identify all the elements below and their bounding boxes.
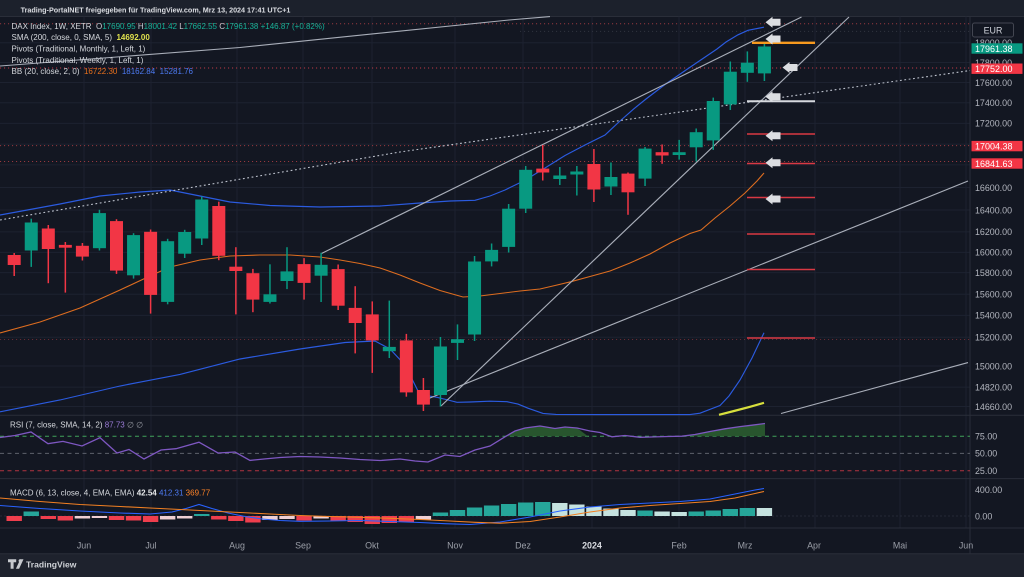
svg-text:50.00: 50.00 [975,449,997,459]
svg-text:17004.38: 17004.38 [975,141,1013,151]
svg-text:17961.38: 17961.38 [975,44,1013,54]
svg-text:17800.00: 17800.00 [975,58,1012,68]
svg-text:Jul: Jul [145,541,156,551]
svg-text:TradingView: TradingView [26,559,77,569]
svg-text:EUR: EUR [984,26,1003,36]
svg-text:BB (20, close, 2, 0) 16722.30: BB (20, close, 2, 0) 16722.30 18162.84 1… [12,67,194,76]
svg-text:Aug: Aug [229,541,245,551]
svg-text:75.00: 75.00 [975,432,997,442]
svg-text:15200.00: 15200.00 [975,333,1012,343]
svg-text:14820.00: 14820.00 [975,382,1012,392]
svg-text:15000.00: 15000.00 [975,361,1012,371]
svg-text:Pivots (Traditional, Weekly, 1: Pivots (Traditional, Weekly, 1, Left, 1) [12,56,144,65]
svg-text:15600.00: 15600.00 [975,290,1012,300]
svg-text:Apr: Apr [807,541,821,551]
svg-text:RSI (7, close, SMA, 14, 2) 87.: RSI (7, close, SMA, 14, 2) 87.73 ∅ ∅ [10,421,143,430]
svg-text:17200.00: 17200.00 [975,119,1012,129]
svg-text:400.00: 400.00 [975,485,1002,495]
svg-text:Jun: Jun [959,541,973,551]
svg-text:0.00: 0.00 [975,511,992,521]
svg-text:14660.00: 14660.00 [975,402,1012,412]
svg-text:16400.00: 16400.00 [975,205,1012,215]
svg-text:MACD (6, 13, close, 4, EMA, EM: MACD (6, 13, close, 4, EMA, EMA) 42.54 4… [10,489,211,498]
svg-text:25.00: 25.00 [975,466,997,476]
svg-text:18000.00: 18000.00 [975,38,1012,48]
svg-text:16600.00: 16600.00 [975,183,1012,193]
svg-text:17600.00: 17600.00 [975,78,1012,88]
svg-text:Mai: Mai [893,541,907,551]
svg-text:15400.00: 15400.00 [975,311,1012,321]
svg-text:Dez: Dez [515,541,531,551]
svg-text:SMA (200, close, 0, SMA, 5) 1: SMA (200, close, 0, SMA, 5) 14692.00 [12,33,151,42]
svg-text:15800.00: 15800.00 [975,268,1012,278]
svg-text:16841.63: 16841.63 [975,159,1013,169]
svg-text:Mrz: Mrz [738,541,753,551]
svg-text:2024: 2024 [582,541,602,551]
svg-text:Nov: Nov [447,541,463,551]
svg-text:16000.00: 16000.00 [975,248,1012,258]
svg-text:17400.00: 17400.00 [975,98,1012,108]
svg-text:Okt: Okt [365,541,379,551]
svg-text:DAX Index, 1W, XETR O17690.95: DAX Index, 1W, XETR O17690.95 H18001.42 … [12,22,325,31]
svg-text:16200.00: 16200.00 [975,227,1012,237]
svg-text:Trading-PortalNET freigegeben: Trading-PortalNET freigegeben für Tradin… [21,6,291,15]
svg-text:Feb: Feb [671,541,686,551]
svg-text:17752.00: 17752.00 [975,64,1013,74]
svg-text:Pivots (Traditional, Monthly,: Pivots (Traditional, Monthly, 1, Left, 1… [12,45,146,54]
svg-text:Jun: Jun [77,541,91,551]
svg-text:Sep: Sep [295,541,311,551]
